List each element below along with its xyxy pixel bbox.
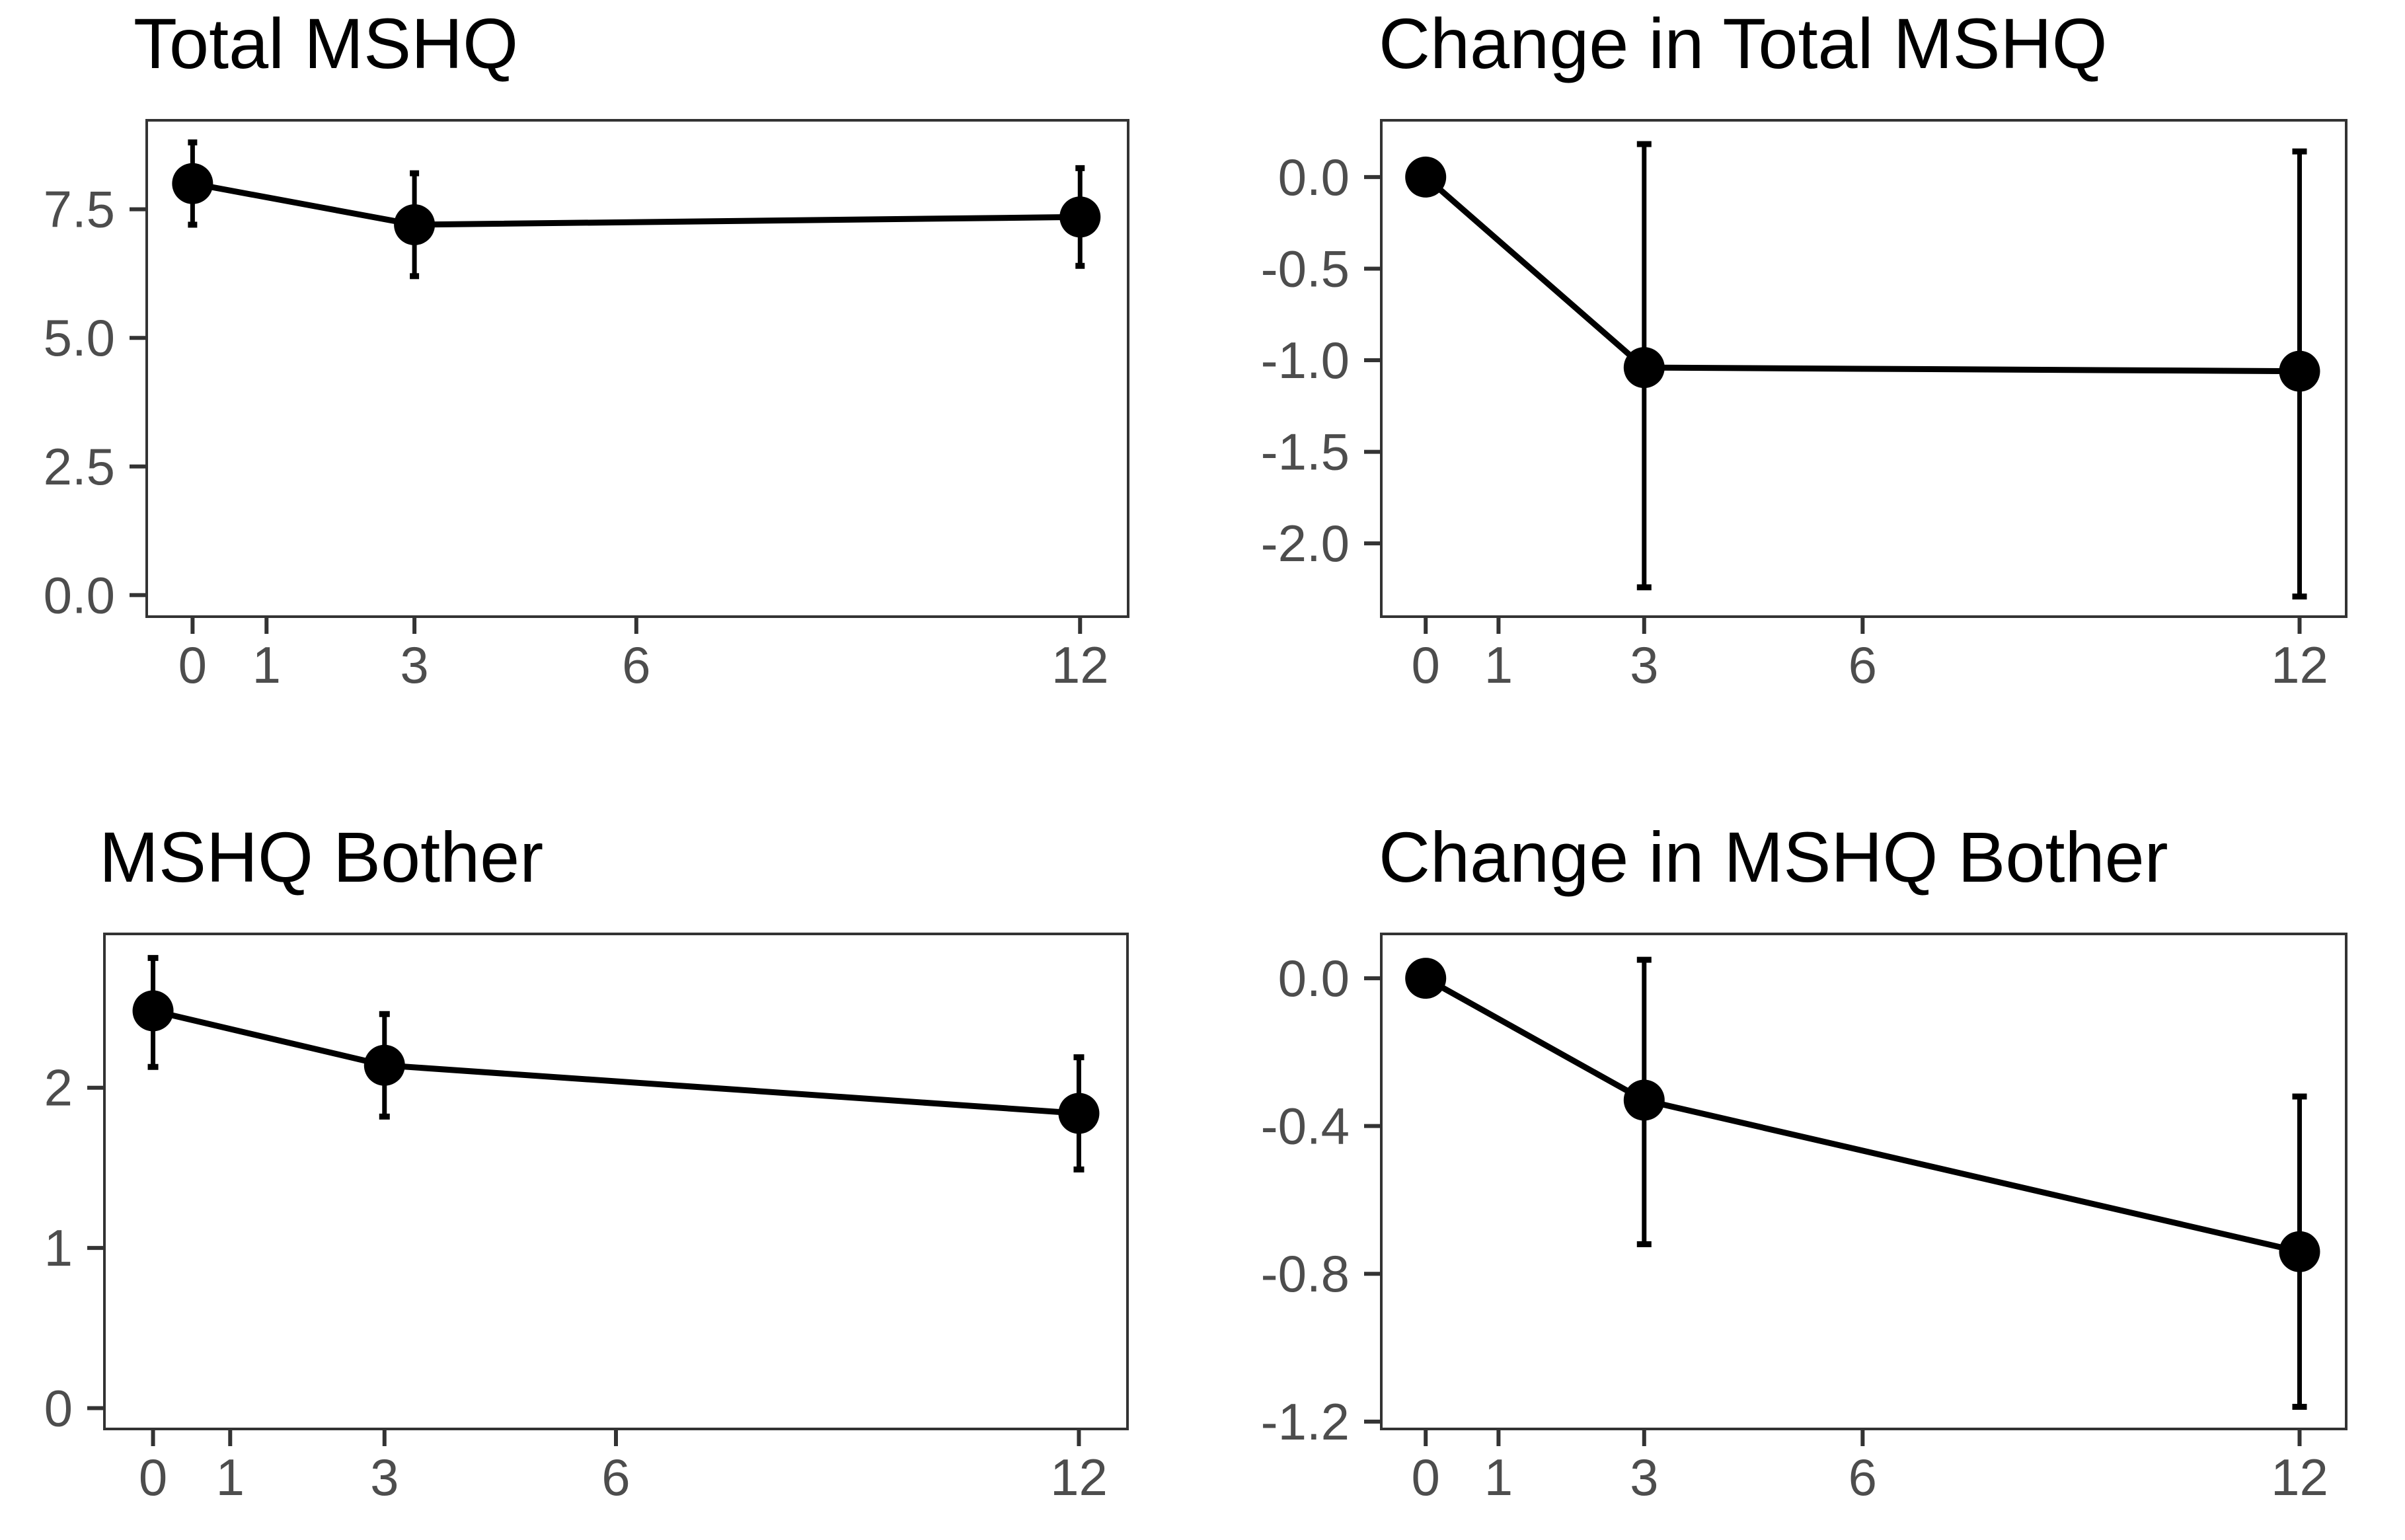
y-axis-tick-label: 2.5 [44, 438, 115, 496]
data-point [363, 1044, 405, 1086]
data-point [1623, 347, 1665, 389]
data-point [1405, 958, 1447, 999]
x-axis-tick-label: 12 [1050, 1448, 1108, 1506]
chart-title-mshq-bother: MSHQ Bother [99, 817, 543, 897]
data-point [1405, 156, 1447, 198]
x-axis-tick-label: 1 [252, 636, 281, 694]
x-axis-tick-label: 3 [1630, 636, 1658, 694]
y-axis-tick-label: -1.5 [1261, 423, 1350, 481]
x-axis-tick-label: 1 [216, 1448, 245, 1506]
x-axis-tick-label: 12 [2271, 1448, 2328, 1506]
panel-border [145, 119, 1129, 618]
data-point [1623, 1079, 1665, 1121]
x-axis-tick-label: 6 [1849, 1448, 1877, 1506]
x-axis-tick-label: 0 [1412, 1448, 1440, 1506]
panel-border [1380, 933, 2348, 1430]
chart-title-change-in-total-mshq: Change in Total MSHQ [1379, 3, 2108, 83]
y-axis-tick-label: -1.2 [1261, 1393, 1350, 1451]
y-axis-tick-label: 0.0 [1278, 148, 1350, 206]
x-axis-tick-label: 12 [1051, 636, 1109, 694]
y-axis-tick-label: -0.8 [1261, 1245, 1350, 1303]
data-point [132, 990, 174, 1032]
data-point [2279, 1231, 2320, 1272]
y-axis-tick-label: -1.0 [1261, 331, 1350, 389]
y-axis-tick-label: -2.0 [1261, 514, 1350, 572]
x-axis-tick-label: 3 [1630, 1448, 1658, 1506]
data-point [394, 204, 436, 245]
panel-border [1380, 119, 2348, 618]
panel-total-mshq: 0.0 2.5 5.0 7.5 0 1 3 6 12 [44, 119, 1129, 694]
chart-title-total-mshq: Total MSHQ [134, 3, 518, 83]
panel-background [104, 934, 1127, 1429]
x-axis-tick-label: 0 [178, 636, 207, 694]
panel-change-in-total-mshq: 0.0 -0.5 -1.0 -1.5 -2.0 0 1 3 6 12 [1261, 119, 2348, 694]
y-axis-tick-label: 0 [44, 1379, 73, 1437]
x-axis-tick-label: 6 [601, 1448, 630, 1506]
y-axis-tick-label: 5.0 [44, 309, 115, 367]
y-axis-tick-label: 0.0 [44, 566, 115, 624]
x-axis-tick-label: 6 [1849, 636, 1877, 694]
y-axis-tick-label: -0.4 [1261, 1097, 1350, 1155]
x-axis-tick-label: 0 [1412, 636, 1440, 694]
panel-border [103, 933, 1129, 1430]
data-point [1059, 196, 1101, 238]
y-axis-tick-label: 7.5 [44, 180, 115, 239]
panels-layer: 0.02.55.07.50 1 3 6 120.0-0.5-1.0-1.5-2.00 1 3… [44, 119, 2348, 1506]
panel-change-in-mshq-bother: 0.0 -0.4 -0.8 -1.2 0 1 3 6 12 [1261, 933, 2348, 1506]
x-axis-tick-label: 1 [1484, 1448, 1513, 1506]
chart-title-change-in-mshq-bother: Change in MSHQ Bother [1379, 817, 2168, 897]
data-point [2279, 350, 2320, 392]
y-axis-tick-label: 0.0 [1278, 949, 1350, 1007]
x-axis-tick-label: 3 [370, 1448, 399, 1506]
x-axis-tick-label: 1 [1484, 636, 1513, 694]
y-axis-tick-label: 1 [44, 1219, 73, 1277]
x-axis-tick-label: 6 [622, 636, 650, 694]
x-axis-tick-label: 3 [400, 636, 428, 694]
panel-background [147, 120, 1128, 617]
y-axis-tick-label: -0.5 [1261, 239, 1350, 297]
panel-background [1381, 934, 2346, 1429]
y-axis-tick-label: 2 [44, 1059, 73, 1117]
data-point [1058, 1093, 1100, 1134]
x-axis-tick-label: 12 [2271, 636, 2328, 694]
x-axis-tick-label: 0 [139, 1448, 167, 1506]
data-point [172, 163, 213, 204]
